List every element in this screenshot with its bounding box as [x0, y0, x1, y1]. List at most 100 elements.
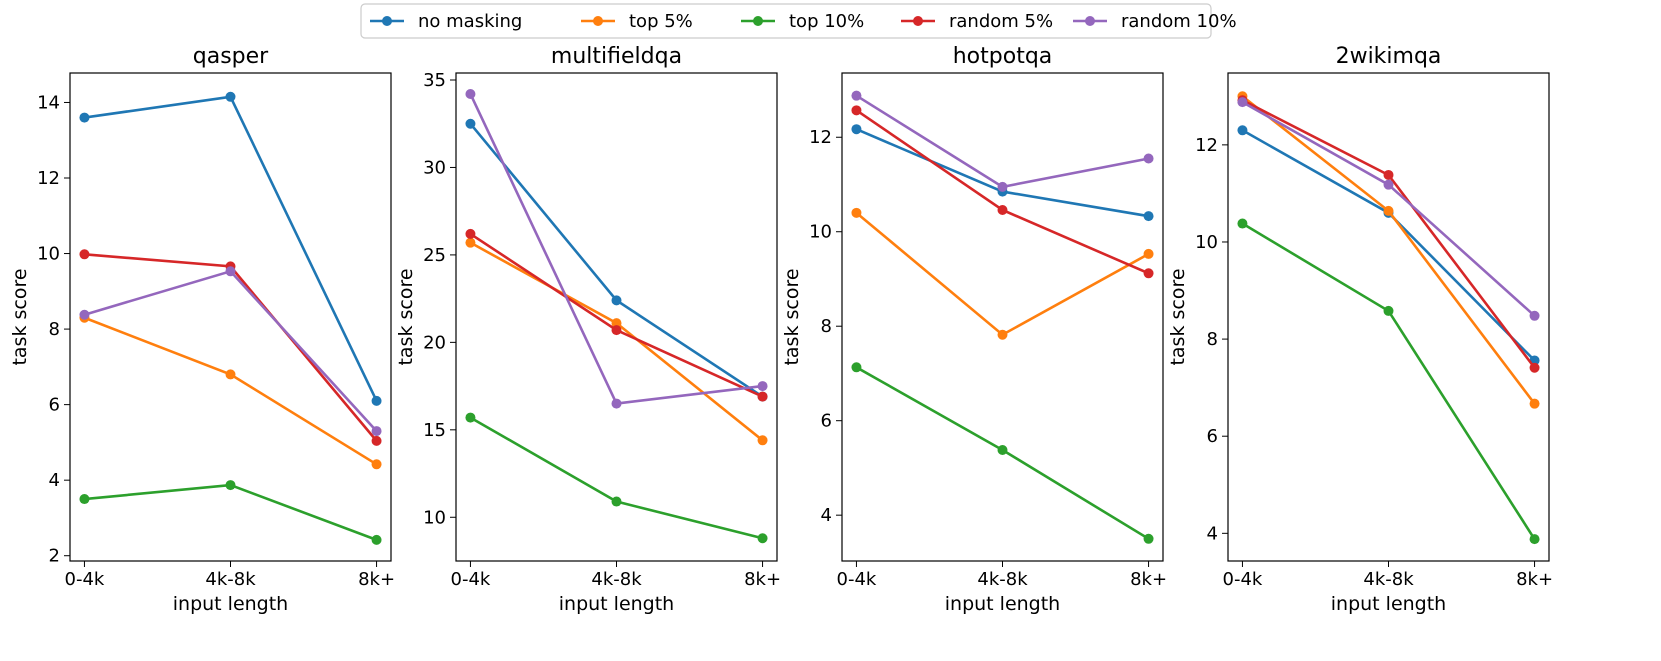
x-axis-label: input length [559, 593, 674, 615]
y-tick-label: 10 [423, 507, 446, 528]
y-tick-label: 12 [809, 127, 832, 148]
data-point-no-masking [79, 112, 90, 123]
y-tick-label: 12 [37, 168, 60, 189]
data-point-no-masking [371, 395, 382, 406]
x-tick-label: 4k-8k [591, 569, 642, 590]
series-line-top-10 [469, 416, 763, 540]
data-point-random-10 [997, 181, 1008, 192]
data-point-no-masking [1143, 211, 1154, 222]
legend-entry-random-5: random 5% [901, 11, 1053, 32]
legend-marker-no-masking [382, 16, 392, 26]
data-point-no-masking [225, 91, 236, 102]
y-tick-label: 6 [1207, 426, 1218, 447]
data-point-top-5 [465, 237, 476, 248]
data-point-top-10 [225, 480, 236, 491]
y-axis-label: task score [781, 268, 803, 365]
y-tick-label: 14 [37, 92, 60, 113]
y-tick-label: 10 [809, 222, 832, 243]
data-point-top-5 [611, 318, 622, 329]
data-point-random-5 [757, 391, 768, 402]
panel-multifieldqa: multifieldqa 10 15 20 25 30 35 0-4k 4k-8k 8k+ inpu… [395, 44, 781, 615]
y-tick-label: 12 [1195, 135, 1218, 156]
y-tick-label: 15 [423, 420, 446, 441]
data-point-random-10 [79, 309, 90, 320]
legend-marker-top-5 [593, 16, 603, 26]
x-tick-label: 8k+ [1516, 569, 1553, 590]
plot-frame [841, 72, 1164, 562]
series-line-top-10 [84, 483, 378, 542]
legend-label-random-10: random 10% [1121, 11, 1237, 32]
data-point-random-10 [1143, 153, 1154, 164]
legend-label-random-5: random 5% [949, 11, 1053, 32]
legend-marker-random-10 [1085, 16, 1095, 26]
x-tick-label: 8k+ [1130, 569, 1167, 590]
plot-frame [69, 72, 392, 562]
data-point-random-10 [1237, 97, 1248, 108]
data-point-no-masking [465, 118, 476, 129]
data-point-top-5 [371, 459, 382, 470]
data-point-top-10 [851, 362, 862, 373]
y-tick-label: 6 [49, 395, 60, 416]
series-line-no-masking [84, 95, 378, 402]
y-tick-label: 2 [49, 546, 60, 567]
y-axis-label: task score [9, 268, 31, 365]
y-tick-label: 30 [423, 157, 446, 178]
data-point-no-masking [611, 295, 622, 306]
data-point-top-5 [997, 329, 1008, 340]
data-point-random-10 [611, 398, 622, 409]
series-line-no-masking [1241, 129, 1536, 362]
x-tick-label: 4k-8k [1363, 569, 1414, 590]
data-point-random-10 [851, 90, 862, 101]
x-tick-label: 0-4k [1223, 569, 1263, 590]
data-point-random-10 [1529, 310, 1540, 321]
legend-entry-top-10: top 10% [741, 11, 864, 32]
series-line-top-5 [855, 211, 1150, 337]
panel-qasper: qasper 2 4 6 8 10 12 14 0-4k 4k-8k 8k+ input length… [9, 44, 395, 615]
data-point-random-5 [611, 325, 622, 336]
panel-title-qasper: qasper [193, 44, 269, 69]
series-line-random-10 [84, 269, 378, 432]
data-point-top-10 [79, 494, 90, 505]
series-line-top-5 [469, 241, 764, 442]
data-point-no-masking [1237, 125, 1248, 136]
data-point-random-10 [371, 426, 382, 437]
data-point-top-10 [1237, 218, 1248, 229]
x-tick-label: 8k+ [744, 569, 781, 590]
data-point-random-5 [1383, 169, 1394, 180]
data-point-top-10 [371, 534, 382, 545]
y-tick-label: 8 [49, 319, 60, 340]
data-point-top-10 [465, 412, 476, 423]
panel-title-hotpotqa: hotpotqa [953, 44, 1053, 69]
data-point-top-10 [611, 496, 622, 507]
panel-title-2wikimqa: 2wikimqa [1336, 44, 1442, 69]
chart-panels: qasper 2 4 6 8 10 12 14 0-4k 4k-8k 8k+ input length… [9, 44, 1553, 615]
x-tick-label: 0-4k [65, 569, 105, 590]
data-point-top-5 [1529, 398, 1540, 409]
x-axis-label: input length [173, 593, 288, 615]
data-point-top-5 [1383, 205, 1394, 216]
y-tick-label: 8 [821, 316, 832, 337]
data-point-top-5 [1143, 248, 1154, 259]
y-tick-label: 35 [423, 70, 446, 91]
data-point-random-5 [1529, 362, 1540, 373]
legend-label-no-masking: no masking [418, 11, 522, 32]
panel-2wikimqa: 2wikimqa 4 6 8 10 12 0-4k 4k-8k 8k+ input length t… [1167, 44, 1553, 615]
legend-box [360, 3, 1212, 39]
data-point-random-5 [1143, 268, 1154, 279]
panel-title-multifieldqa: multifieldqa [551, 44, 682, 69]
plot-frame [1227, 72, 1550, 562]
y-tick-label: 4 [1207, 523, 1218, 544]
data-point-random-10 [1383, 179, 1394, 190]
series-line-random-10 [469, 93, 763, 405]
y-tick-label: 10 [37, 244, 60, 265]
series-line-random-5 [1241, 99, 1536, 369]
x-tick-label: 4k-8k [205, 569, 256, 590]
y-axis-label: task score [1167, 268, 1189, 365]
series-line-top-5 [83, 316, 378, 466]
x-axis-label: input length [945, 593, 1060, 615]
y-tick-label: 10 [1195, 232, 1218, 253]
legend-label-top-10: top 10% [789, 11, 864, 32]
y-tick-label: 20 [423, 332, 446, 353]
data-point-top-5 [225, 369, 236, 380]
